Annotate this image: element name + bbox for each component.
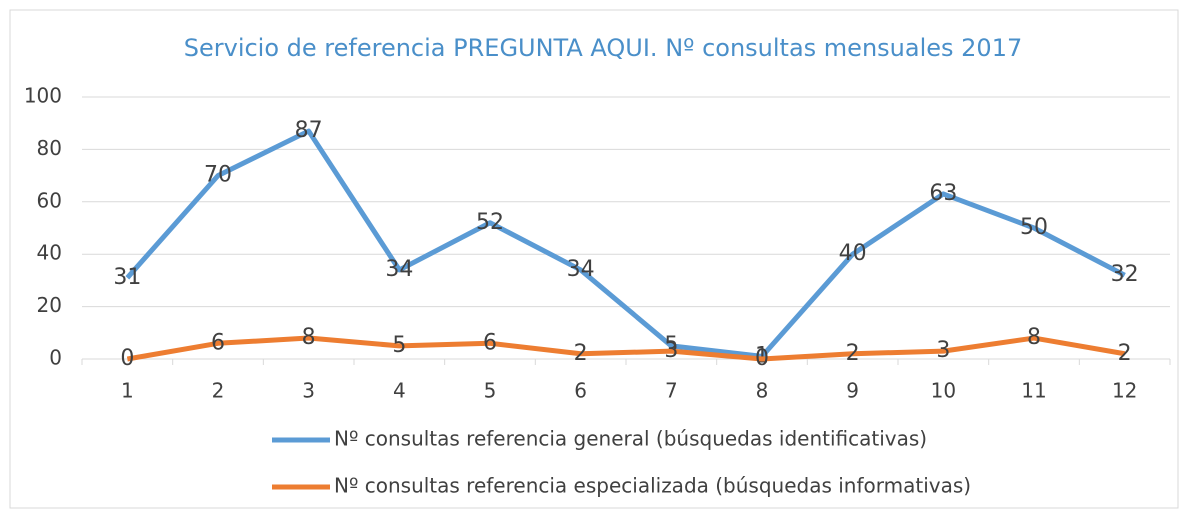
chart-frame [9, 9, 1179, 509]
data-label: 2 [1118, 341, 1132, 366]
x-tick-label: 11 [1021, 379, 1046, 403]
data-label: 50 [1020, 215, 1048, 240]
data-label: 3 [936, 338, 950, 363]
data-label: 52 [476, 210, 504, 235]
y-tick-label: 20 [37, 293, 62, 317]
data-label: 0 [755, 346, 769, 371]
data-label: 3 [664, 338, 678, 363]
x-tick-label: 7 [665, 379, 678, 403]
data-label: 5 [392, 333, 406, 358]
x-tick-label: 1 [121, 379, 134, 403]
x-tick-label: 5 [484, 379, 497, 403]
series-line [125, 128, 1126, 359]
legend-label: Nº consultas referencia general (búsqued… [334, 427, 927, 451]
legend-label: Nº consultas referencia especializada (b… [334, 474, 971, 498]
data-label: 34 [567, 257, 595, 282]
data-label: 2 [574, 341, 588, 366]
data-label: 1 [755, 343, 769, 368]
x-tick-label: 4 [393, 379, 406, 403]
x-tick-label: 6 [574, 379, 587, 403]
data-label: 31 [113, 265, 141, 290]
data-label: 8 [1027, 325, 1041, 350]
y-tick-label: 80 [37, 136, 62, 160]
y-tick-label: 100 [24, 84, 62, 108]
data-label: 63 [929, 181, 957, 206]
data-label: 6 [483, 330, 497, 355]
y-tick-label: 40 [37, 241, 62, 265]
data-label: 6 [211, 330, 225, 355]
data-label: 70 [204, 163, 232, 188]
x-tick-label: 8 [756, 379, 769, 403]
data-label: 0 [120, 346, 134, 371]
x-tick-label: 2 [212, 379, 225, 403]
x-tick-label: 9 [846, 379, 859, 403]
data-label: 34 [385, 257, 413, 282]
y-tick-label: 60 [37, 188, 62, 212]
x-tick-label: 12 [1112, 379, 1137, 403]
data-label: 2 [846, 341, 860, 366]
data-label: 40 [839, 241, 867, 266]
data-label: 32 [1111, 262, 1139, 287]
data-label: 8 [302, 325, 316, 350]
chart-title: Servicio de referencia PREGUNTA AQUI. Nº… [184, 34, 1022, 62]
y-tick-label: 0 [49, 346, 62, 370]
series-line [126, 335, 1126, 362]
x-tick-label: 10 [931, 379, 956, 403]
data-label: 87 [295, 118, 323, 143]
x-tick-label: 3 [302, 379, 315, 403]
